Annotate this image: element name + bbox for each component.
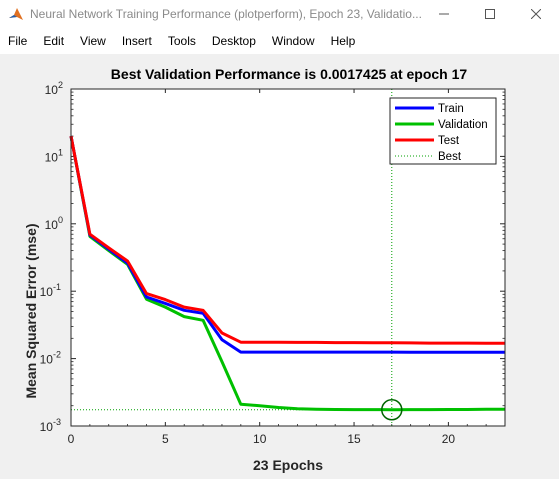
title-bar: Neural Network Training Performance (plo…: [0, 0, 559, 28]
minimize-button[interactable]: [421, 0, 467, 28]
chart-title: Best Validation Performance is 0.0017425…: [111, 66, 468, 82]
close-button[interactable]: [513, 0, 559, 28]
y-tick-base: 10: [45, 83, 59, 97]
figure-area: Best Validation Performance is 0.0017425…: [0, 54, 559, 474]
legend-label-best: Best: [438, 151, 462, 163]
matlab-icon: [9, 8, 23, 20]
axes-box: [70, 88, 506, 427]
series-line-train: [69, 135, 505, 354]
y-tick-base: 10: [40, 285, 54, 299]
x-tick-label: 0: [68, 432, 75, 446]
x-tick-label: 5: [162, 432, 169, 446]
y-tick-label: 102: [45, 80, 63, 97]
close-icon: [531, 9, 541, 19]
performance-chart[interactable]: Best Validation Performance is 0.0017425…: [0, 54, 559, 474]
menu-tools[interactable]: Tools: [167, 34, 196, 48]
menu-bar: File Edit View Insert Tools Desktop Wind…: [0, 28, 559, 69]
y-tick-exponent: 0: [58, 215, 63, 225]
y-tick-label: 101: [45, 147, 63, 164]
legend-label-test: Test: [438, 135, 460, 147]
y-tick-label: 10-3: [40, 417, 61, 434]
x-tick-label: 15: [347, 432, 361, 446]
best-marker: [381, 398, 403, 421]
y-tick-exponent: -2: [53, 350, 61, 360]
menu-insert[interactable]: Insert: [121, 34, 152, 48]
menu-help[interactable]: Help: [330, 34, 356, 48]
y-tick-base: 10: [45, 150, 59, 164]
legend: Train Validation Test Best: [389, 97, 497, 165]
y-tick-label: 10-1: [40, 282, 61, 299]
menu-view[interactable]: View: [80, 34, 106, 48]
y-tick-exponent: 1: [58, 147, 63, 157]
menu-file[interactable]: File: [8, 34, 28, 48]
legend-label-train: Train: [438, 103, 464, 115]
series-line-test: [69, 135, 505, 345]
menu-desktop[interactable]: Desktop: [211, 34, 256, 48]
x-axis-label: 23 Epochs: [253, 457, 323, 473]
x-tick-label: 20: [442, 432, 456, 446]
y-axis-label: Mean Squared Error (mse): [23, 223, 39, 398]
minimize-icon: [439, 13, 449, 15]
maximize-icon: [485, 9, 495, 19]
y-tick-base: 10: [40, 420, 54, 434]
maximize-button[interactable]: [467, 0, 513, 28]
y-tick-exponent: -3: [53, 417, 61, 427]
x-tick-label: 10: [253, 432, 267, 446]
y-tick-exponent: 2: [58, 80, 63, 90]
y-tick-base: 10: [45, 218, 59, 232]
menu-window[interactable]: Window: [271, 34, 315, 48]
menu-edit[interactable]: Edit: [43, 34, 65, 48]
window-title: Neural Network Training Performance (plo…: [30, 7, 422, 21]
y-tick-base: 10: [40, 353, 54, 367]
y-tick-label: 100: [45, 215, 63, 232]
y-tick-exponent: -1: [53, 282, 61, 292]
legend-label-validation: Validation: [438, 119, 488, 131]
y-tick-label: 10-2: [40, 350, 61, 367]
